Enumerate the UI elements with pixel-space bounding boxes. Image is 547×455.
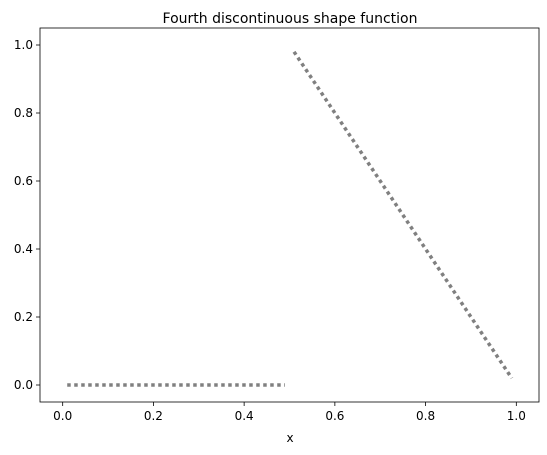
- y-tick-label: 0.0: [14, 378, 33, 392]
- x-axis-label: x: [286, 431, 293, 445]
- y-tick-label: 1.0: [14, 38, 33, 52]
- x-tick-label: 0.8: [416, 409, 435, 423]
- y-axis: 0.0 0.2 0.4 0.6 0.8 1.0: [14, 38, 40, 392]
- x-tick-label: 0.4: [235, 409, 254, 423]
- x-tick-label: 0.0: [53, 409, 72, 423]
- y-tick-label: 0.6: [14, 174, 33, 188]
- y-tick-label: 0.4: [14, 242, 33, 256]
- series-layer: [67, 50, 514, 387]
- x-tick-label: 0.2: [144, 409, 163, 423]
- y-tick-label: 0.8: [14, 106, 33, 120]
- plot-frame: [39, 27, 540, 403]
- x-tick-label: 0.6: [325, 409, 344, 423]
- x-tick-label: 1.0: [507, 409, 526, 423]
- series-line-segment-2: [292, 50, 514, 380]
- y-tick-label: 0.2: [14, 310, 33, 324]
- chart-title: Fourth discontinuous shape function: [163, 11, 418, 27]
- x-axis: 0.0 0.2 0.4 0.6 0.8 1.0: [53, 402, 526, 423]
